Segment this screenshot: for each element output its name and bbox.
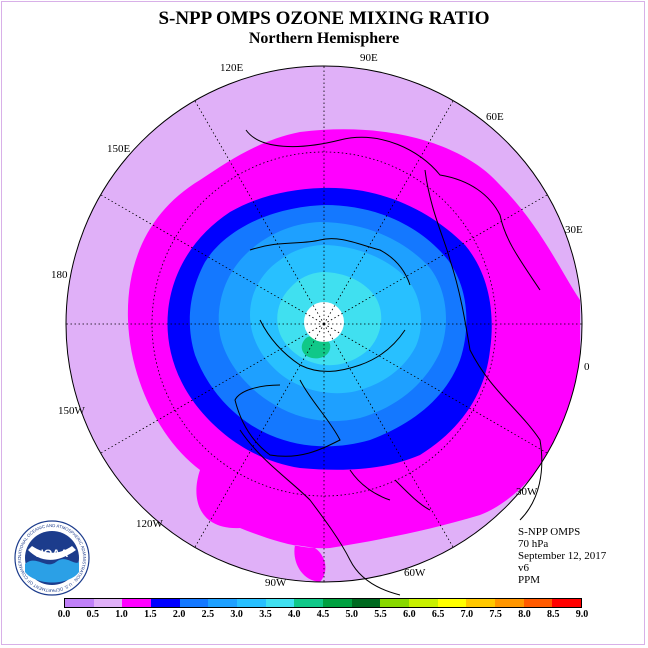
map-border — [65, 65, 583, 583]
colorbar-swatch — [179, 599, 209, 607]
colorbar-tick-label: 3.0 — [230, 609, 243, 620]
colorbar-tick-label: 2.0 — [172, 609, 186, 620]
map-subtitle: Northern Hemisphere — [248, 30, 400, 47]
colorbar-tick-label: 1.5 — [144, 609, 157, 620]
colorbar-swatch — [523, 599, 553, 607]
info-block: S-NPP OMPS 70 hPa September 12, 2017 v6 … — [518, 526, 606, 586]
colorbar-swatch — [495, 599, 524, 607]
colorbar-swatch — [552, 599, 582, 607]
lon-label-0: 0 — [584, 361, 590, 373]
colorbar-tick-label: 0.5 — [86, 609, 100, 620]
colorbar-swatch — [466, 599, 496, 607]
colorbar-tick-label: 2.5 — [201, 609, 215, 620]
noaa-logo-icon: NOAA NATIONAL OCEANIC AND ATMOSPHERIC AD… — [14, 520, 90, 596]
colorbar-swatch — [93, 599, 123, 607]
colorbar-tick-label: 8.5 — [546, 609, 560, 620]
info-units: PPM — [518, 574, 541, 586]
colorbar-swatch — [237, 599, 266, 607]
colorbar-swatch — [151, 599, 180, 607]
colorbar-tick-label: 7.0 — [460, 609, 474, 620]
colorbar-tick-label: 7.5 — [489, 609, 502, 620]
colorbar-swatch — [323, 599, 352, 607]
lon-label-180: 180 — [51, 269, 68, 281]
ozone-field — [66, 66, 582, 582]
coastlines — [234, 129, 543, 596]
lon-label-150e: 150E — [107, 143, 131, 155]
colorbar-tick-label: 0.0 — [57, 609, 71, 620]
colorbar-tick-label: 9.0 — [575, 609, 589, 620]
colorbar-tick-label: 1.0 — [115, 609, 128, 620]
colorbar-swatch — [409, 599, 438, 607]
colorbar-swatch — [265, 599, 295, 607]
colorbar-tick-label: 5.5 — [374, 609, 387, 620]
colorbar-swatch — [208, 599, 238, 607]
colorbar-tick-label: 6.5 — [431, 609, 445, 620]
polar-data-gap — [304, 302, 344, 342]
colorbar-swatch — [437, 599, 467, 607]
colorbar-tick-label: 6.0 — [403, 609, 416, 620]
colorbar-tick-label: 3.5 — [259, 609, 272, 620]
info-version: v6 — [518, 562, 529, 574]
colorbar-ticks: 0.0 0.5 1.0 1.5 2.0 2.5 3.0 3.5 4.0 4.5 5.0 5.5 6.0 6… — [0, 609, 648, 623]
colorbar-swatch — [294, 599, 324, 607]
colorbar-swatch — [351, 599, 381, 607]
lon-label-60e: 60E — [486, 111, 504, 123]
lon-label-120w: 120W — [136, 518, 164, 530]
info-date: September 12, 2017 — [518, 550, 607, 562]
colorbar-swatch — [65, 599, 94, 607]
colorbar-swatch — [380, 599, 410, 607]
lon-label-120e: 120E — [220, 62, 244, 74]
info-instrument: S-NPP OMPS — [518, 526, 581, 538]
map-title: S-NPP OMPS OZONE MIXING RATIO — [158, 8, 490, 29]
graticule — [66, 66, 582, 582]
lon-label-60w: 60W — [404, 567, 426, 579]
colorbar-tick-label: 4.0 — [287, 609, 301, 620]
colorbar-tick-label: 4.5 — [316, 609, 330, 620]
lon-label-30e: 30E — [565, 224, 583, 236]
lon-label-90w: 90W — [265, 577, 287, 589]
logo-text: NOAA — [36, 548, 68, 560]
colorbar-tick-label: 8.0 — [518, 609, 531, 620]
longitude-labels: 90E 60E 30E 0 30W 60W 90W 120W 150W 180 … — [51, 52, 590, 589]
lon-label-150w: 150W — [58, 405, 86, 417]
info-level: 70 hPa — [518, 538, 549, 550]
lon-label-30w: 30W — [516, 486, 538, 498]
colorbar — [64, 598, 582, 608]
colorbar-swatch — [122, 599, 152, 607]
colorbar-tick-label: 5.0 — [345, 609, 359, 620]
lon-label-90e: 90E — [360, 52, 378, 64]
